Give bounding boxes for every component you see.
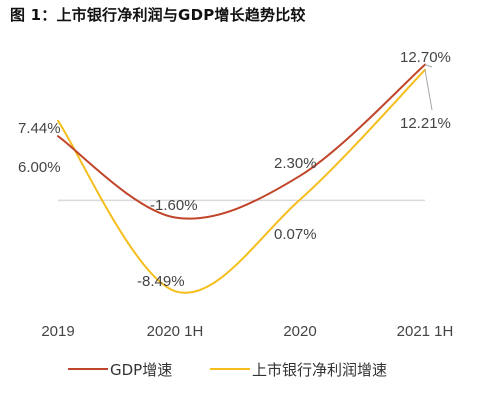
series-line-gdp-growth xyxy=(57,63,426,220)
x-tick-label: 2021 1H xyxy=(397,323,454,340)
data-label: 12.21% xyxy=(400,115,451,132)
label-leader-line xyxy=(424,69,433,111)
data-label: -8.49% xyxy=(137,273,185,290)
legend-label: GDP增速 xyxy=(110,361,172,379)
data-label: -1.60% xyxy=(150,197,198,214)
data-label: 12.70% xyxy=(400,49,451,66)
x-tick-label: 2019 xyxy=(41,323,74,340)
series-line-bank-profit-growth xyxy=(57,68,426,294)
legend-label: 上市银行净利润增速 xyxy=(252,361,387,379)
series-layer xyxy=(57,63,426,294)
data-label: 2.30% xyxy=(274,155,317,172)
legend: GDP增速 上市银行净利润增速 xyxy=(68,361,387,379)
data-label: 7.44% xyxy=(18,120,61,137)
x-tick-label: 2020 1H xyxy=(147,323,204,340)
label-leader-line xyxy=(424,64,433,68)
x-axis-tick-labels: 2019 2020 1H 2020 2021 1H xyxy=(41,323,453,340)
data-label: 0.07% xyxy=(274,226,317,243)
figure-title: 图 1：上市银行净利润与GDP增长趋势比较 xyxy=(10,6,306,24)
data-labels-layer: 6.00% -1.60% 2.30% 12.70% 7.44% -8.49% 0.07% 12… xyxy=(18,49,451,290)
data-label: 6.00% xyxy=(18,159,61,176)
x-tick-label: 2020 xyxy=(283,323,316,340)
